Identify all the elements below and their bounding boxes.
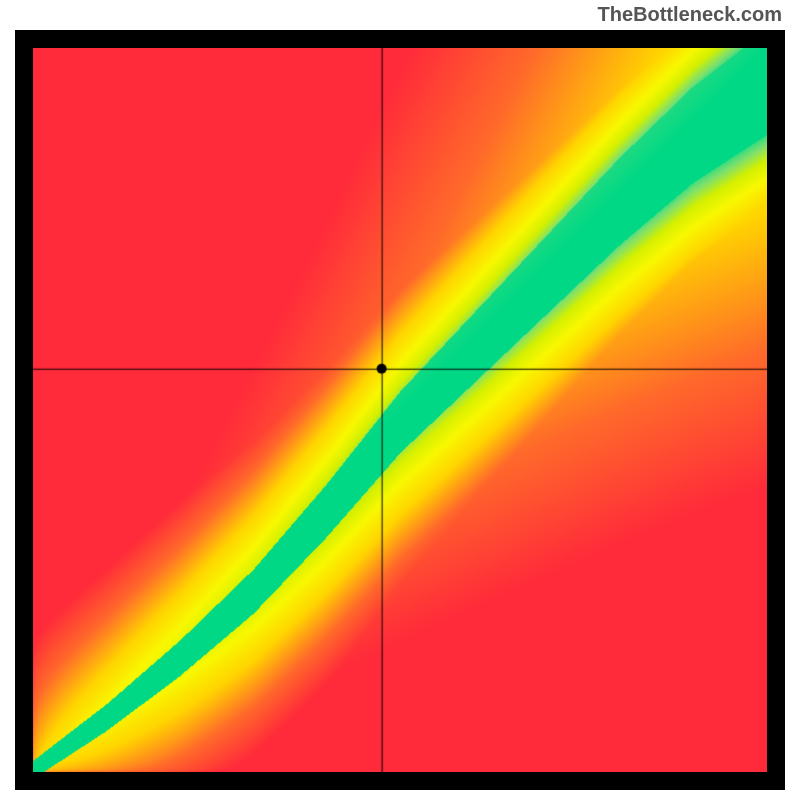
bottleneck-heatmap [33,48,767,772]
chart-container: TheBottleneck.com [0,0,800,800]
attribution-text: TheBottleneck.com [598,4,782,27]
chart-frame [15,30,785,790]
